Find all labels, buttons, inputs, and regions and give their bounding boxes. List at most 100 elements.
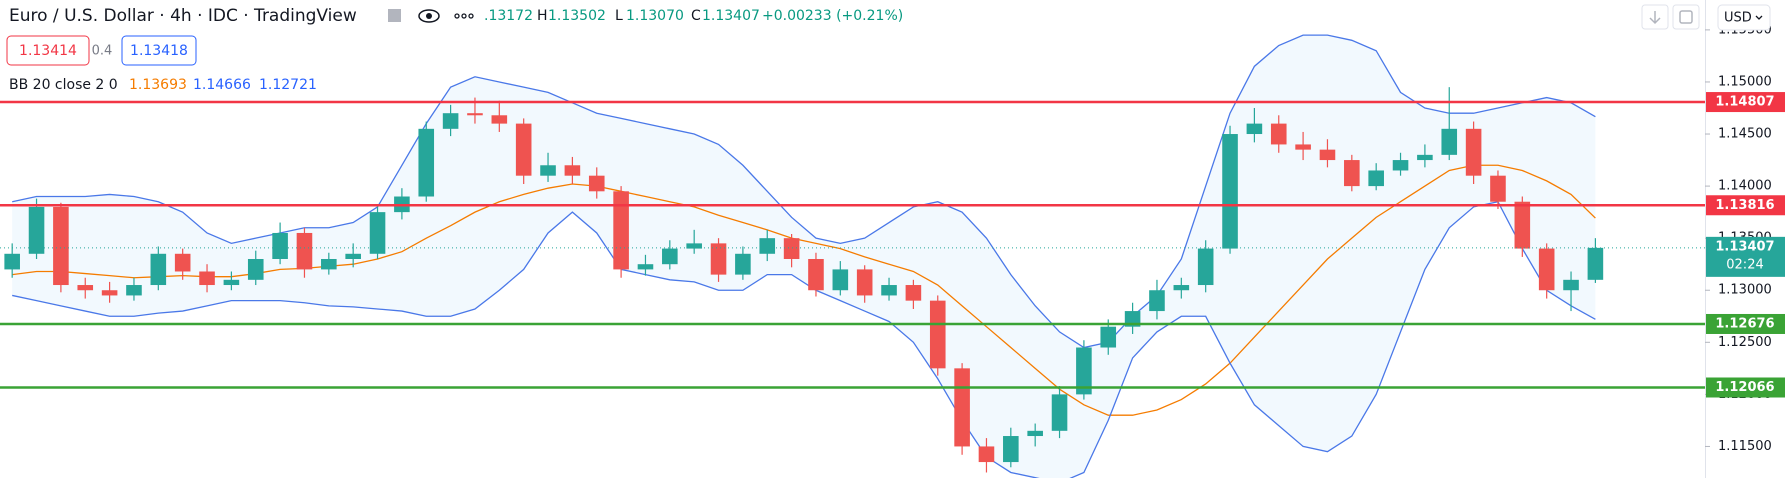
indicator-lower: 1.12721 [259, 77, 317, 93]
candle-body [77, 285, 94, 291]
level-label-bg [1706, 92, 1785, 113]
candle-body [1076, 347, 1092, 395]
ohlc-value: .13172 [484, 8, 533, 24]
candle-body [1563, 279, 1579, 291]
currency-button[interactable] [1717, 4, 1771, 31]
level-label-bg [1706, 313, 1785, 334]
level-label-bg [1706, 195, 1785, 216]
candle-body [418, 128, 435, 197]
y-tick-label: 1.14500 [1718, 127, 1772, 142]
candle-body [1100, 326, 1117, 348]
ohlc-label: C [691, 8, 701, 24]
level-label: 1.14807 [1715, 95, 1774, 110]
candle-body [808, 258, 824, 291]
candle-body [1027, 430, 1043, 437]
candle-body [1417, 154, 1433, 161]
level-label-bg [1706, 377, 1785, 398]
bid-price[interactable]: 1.13414 [19, 43, 77, 59]
band-line-lower [12, 200, 1596, 478]
candle-body [223, 279, 240, 286]
level-label: 1.12676 [1715, 316, 1774, 331]
candle-body [613, 191, 629, 270]
sell-button[interactable] [6, 35, 90, 66]
candle-body [272, 232, 288, 259]
candle-body [1344, 160, 1360, 187]
candle-body [1246, 123, 1263, 135]
candle-body [1368, 170, 1384, 187]
flag-icon[interactable] [388, 9, 401, 22]
last-price-bg [1706, 236, 1785, 277]
caret [1755, 15, 1763, 20]
candle-body [1441, 128, 1458, 155]
currency[interactable]: USD [1724, 11, 1752, 26]
more-icon[interactable] [454, 13, 474, 19]
candle-body [905, 285, 922, 301]
candle-body [1514, 201, 1531, 249]
candle-body [4, 253, 20, 270]
candle-body [564, 165, 581, 176]
candle-body [126, 285, 142, 296]
candle-body [296, 232, 313, 270]
candle-body [1222, 134, 1238, 249]
square-icon [1679, 10, 1693, 24]
candle-body [467, 113, 483, 116]
candle-body [1319, 149, 1336, 161]
candle-body [929, 300, 946, 369]
countdown: 02:24 [1726, 257, 1763, 272]
band-line-basis [12, 164, 1596, 416]
legend: Euro / U.S. Dollar · 4h · IDC · TradingV… [0, 2, 1771, 93]
candle-body [101, 290, 118, 296]
candle-body [1003, 436, 1019, 463]
candle-body [247, 258, 264, 280]
candle-body [978, 446, 995, 463]
candle-body [832, 269, 849, 291]
price-pane [0, 34, 1705, 478]
candle-body [735, 253, 751, 275]
candle-body [321, 258, 337, 270]
candle-body [28, 206, 45, 254]
y-tick-label: 1.13000 [1718, 283, 1772, 298]
candle-body [954, 368, 970, 447]
candle-body [1051, 394, 1068, 431]
candle-body [783, 238, 800, 259]
candle-body [442, 113, 459, 129]
candle-body [369, 212, 386, 254]
spread: 0.4 [92, 44, 113, 59]
ohlc-label: H [537, 8, 548, 24]
candle-body [686, 243, 702, 249]
candle-body [1392, 160, 1409, 171]
candle-body [1295, 144, 1311, 150]
candle-body [1465, 128, 1482, 176]
level-label: 1.13816 [1715, 198, 1774, 213]
candle-body [491, 115, 508, 124]
candle-body [515, 123, 532, 176]
buy-button[interactable] [121, 35, 197, 66]
candle-body [856, 269, 873, 296]
candle-body [540, 165, 556, 176]
ohlc-value: 1.13070 [626, 8, 684, 24]
fullscreen-button[interactable] [1672, 4, 1700, 30]
candle-body [199, 271, 215, 286]
candle-body [710, 243, 727, 275]
change: +0.00233 (+0.21%) [762, 8, 903, 24]
indicator-name[interactable]: BB 20 close 2 0 [9, 77, 118, 93]
eye-icon[interactable] [418, 9, 440, 23]
candle-body [881, 285, 897, 296]
candle-body [588, 175, 605, 192]
indicator-upper: 1.14666 [193, 77, 251, 93]
candle-body [345, 253, 361, 259]
candle-body [759, 238, 776, 254]
y-tick-label: 1.15000 [1718, 74, 1772, 89]
candle-body [662, 248, 678, 265]
candle-body [1149, 290, 1165, 312]
price-axis: 1.155001.150001.145001.140001.135001.130… [1705, 0, 1785, 478]
ask-price[interactable]: 1.13418 [130, 43, 188, 59]
candle-body [1197, 248, 1214, 286]
candle-body [1587, 247, 1604, 280]
last-price-label: 1.13407 [1715, 239, 1774, 254]
y-tick-label: 1.11500 [1718, 439, 1772, 454]
indicator-basis: 1.13693 [129, 77, 187, 93]
symbol-title[interactable]: Euro / U.S. Dollar · 4h · IDC · TradingV… [9, 6, 357, 26]
candle-body [53, 206, 69, 286]
